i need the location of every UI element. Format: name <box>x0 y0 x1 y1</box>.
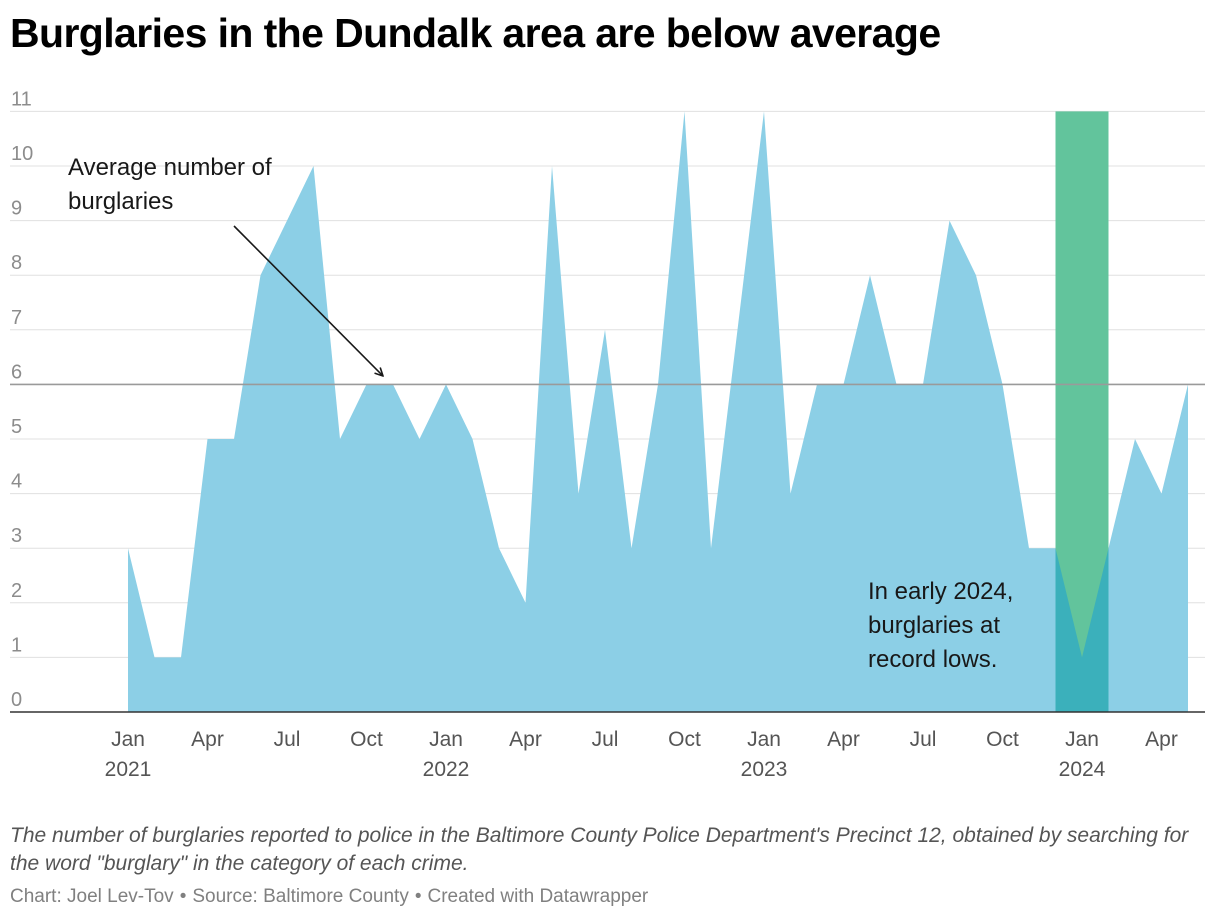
average-annotation: Average number of burglaries <box>68 154 278 215</box>
x-tick-month: Jan <box>747 728 781 751</box>
x-tick-year: 2023 <box>741 758 788 781</box>
average-annotation-line-1: Average number of <box>68 154 272 181</box>
y-tick-label: 5 <box>11 416 22 438</box>
x-tick-year: 2021 <box>105 758 152 781</box>
y-tick-label: 4 <box>11 471 22 493</box>
x-tick-year: 2024 <box>1059 758 1106 781</box>
chart-notes: The number of burglaries reported to pol… <box>10 824 1189 875</box>
chart-source-line: Chart: Joel Lev-Tov • Source: Baltimore Co… <box>10 886 648 908</box>
y-tick-label: 6 <box>11 361 22 383</box>
separator-2: • <box>414 886 422 907</box>
x-tick-month: Apr <box>509 728 542 751</box>
record-lows-line-2: burglaries at <box>868 612 1000 639</box>
chart-title: Burglaries in the Dundalk area are below… <box>10 10 941 56</box>
y-tick-label: 1 <box>11 634 22 656</box>
x-tick-month: Oct <box>668 728 701 751</box>
average-annotation-arrow <box>233 225 383 376</box>
x-tick-month: Apr <box>1145 728 1178 751</box>
x-tick-month: Oct <box>350 728 383 751</box>
y-tick-label: 0 <box>11 689 22 711</box>
y-tick-label: 3 <box>11 525 22 547</box>
x-tick-month: Jan <box>1065 728 1099 751</box>
burglary-area-series <box>128 111 1188 712</box>
y-tick-label: 8 <box>11 252 22 274</box>
x-tick-month: Oct <box>986 728 1019 751</box>
record-lows-annotation: In early 2024, burglaries at record lows… <box>868 578 1020 673</box>
average-annotation-line-2: burglaries <box>68 188 173 215</box>
x-tick-month: Jan <box>111 728 145 751</box>
x-axis-labels: Jan 2021 Apr Jul Oct Jan 2022 Apr Jul Oct Jan 2023 A… <box>105 728 1178 781</box>
chart-credit: Chart: Joel Lev-Tov <box>10 886 174 907</box>
record-lows-line-1: In early 2024, <box>868 578 1013 605</box>
x-tick-year: 2022 <box>423 758 470 781</box>
burglary-area-chart: 0 1 2 3 4 5 6 7 8 9 10 11 Jan 2021 Apr Jul Oct Jan 2022 Ap… <box>10 88 1205 781</box>
highlighted-area-overlap <box>1055 548 1109 712</box>
y-tick-label: 7 <box>11 307 22 329</box>
x-tick-month: Jul <box>274 728 301 751</box>
y-tick-label: 2 <box>11 580 22 602</box>
y-axis-labels: 0 1 2 3 4 5 6 7 8 9 10 11 <box>11 88 33 711</box>
x-tick-month: Jul <box>910 728 937 751</box>
x-tick-month: Apr <box>827 728 860 751</box>
y-tick-label: 11 <box>11 88 32 110</box>
created-with: Created with Datawrapper <box>427 886 649 907</box>
data-source: Source: Baltimore County <box>192 886 409 907</box>
y-tick-label: 10 <box>11 143 33 165</box>
x-tick-month: Jan <box>429 728 463 751</box>
separator-1: • <box>179 886 187 907</box>
y-tick-label: 9 <box>11 198 22 220</box>
record-lows-line-3: record lows. <box>868 646 997 673</box>
x-tick-month: Jul <box>592 728 619 751</box>
x-tick-month: Apr <box>191 728 224 751</box>
